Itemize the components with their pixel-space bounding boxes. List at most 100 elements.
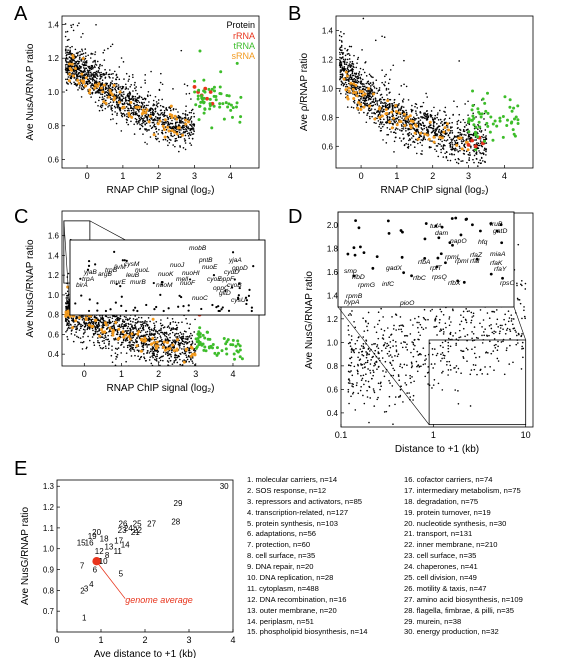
data-point bbox=[454, 158, 457, 161]
data-point bbox=[163, 114, 166, 117]
data-point bbox=[170, 127, 173, 130]
data-point bbox=[78, 60, 80, 63]
data-point bbox=[166, 339, 168, 341]
data-point bbox=[369, 74, 372, 77]
data-point bbox=[82, 317, 85, 320]
data-point bbox=[100, 106, 103, 109]
data-point bbox=[346, 106, 349, 108]
data-point bbox=[160, 319, 162, 321]
data-point bbox=[368, 104, 372, 108]
data-point bbox=[141, 125, 144, 128]
data-point bbox=[105, 338, 107, 341]
data-point bbox=[378, 87, 381, 89]
data-point bbox=[114, 86, 117, 88]
data-point bbox=[471, 114, 475, 118]
data-point bbox=[174, 342, 177, 345]
data-point bbox=[357, 72, 360, 75]
data-point bbox=[427, 115, 430, 118]
data-point bbox=[512, 132, 516, 136]
data-point bbox=[424, 138, 427, 141]
data-point bbox=[162, 340, 166, 344]
data-point bbox=[95, 321, 98, 324]
data-point bbox=[466, 161, 468, 164]
data-point bbox=[384, 347, 387, 350]
data-point bbox=[386, 345, 388, 348]
data-point bbox=[176, 128, 178, 131]
data-point bbox=[172, 327, 174, 329]
data-point bbox=[179, 343, 181, 345]
data-point bbox=[83, 323, 86, 325]
data-point bbox=[431, 118, 434, 121]
data-point bbox=[150, 362, 153, 365]
data-point bbox=[157, 137, 159, 140]
data-point bbox=[76, 60, 79, 62]
data-point bbox=[179, 136, 182, 138]
data-point bbox=[386, 104, 389, 107]
data-point bbox=[466, 142, 471, 147]
data-point bbox=[110, 354, 113, 357]
data-point bbox=[199, 342, 203, 346]
data-point bbox=[72, 317, 75, 320]
data-point bbox=[367, 82, 370, 85]
data-point bbox=[153, 326, 156, 329]
data-point bbox=[130, 326, 133, 328]
data-point bbox=[168, 339, 171, 342]
data-point bbox=[71, 45, 73, 48]
data-point bbox=[218, 105, 222, 109]
data-point bbox=[381, 35, 383, 38]
data-point bbox=[488, 130, 492, 134]
data-point bbox=[134, 315, 136, 317]
data-point bbox=[125, 360, 127, 363]
data-point bbox=[91, 82, 93, 85]
data-point bbox=[152, 350, 155, 353]
data-point bbox=[188, 133, 191, 136]
data-point bbox=[389, 116, 391, 119]
data-point bbox=[152, 99, 155, 102]
data-point bbox=[65, 292, 67, 295]
data-point bbox=[131, 73, 134, 76]
data-point bbox=[109, 101, 112, 103]
data-point bbox=[352, 96, 356, 100]
data-point bbox=[395, 118, 397, 120]
data-point bbox=[384, 342, 386, 344]
data-point bbox=[65, 297, 68, 299]
data-point bbox=[112, 83, 116, 87]
data-point bbox=[78, 56, 81, 59]
data-point bbox=[419, 141, 422, 144]
data-point bbox=[184, 122, 188, 126]
data-point bbox=[145, 108, 149, 112]
data-point bbox=[155, 128, 157, 130]
data-point bbox=[66, 63, 68, 66]
data-point bbox=[130, 350, 132, 352]
data-point bbox=[152, 333, 154, 336]
data-point bbox=[366, 81, 369, 83]
data-point bbox=[173, 341, 176, 343]
data-point bbox=[511, 128, 515, 132]
data-point bbox=[462, 152, 465, 155]
data-point bbox=[443, 122, 446, 125]
data-point bbox=[102, 51, 105, 54]
data-point bbox=[442, 328, 445, 330]
data-point bbox=[426, 130, 429, 133]
data-point bbox=[159, 335, 162, 338]
data-point bbox=[76, 321, 79, 323]
data-point bbox=[170, 134, 172, 137]
y-tick-label: 1.4 bbox=[322, 26, 334, 35]
data-point bbox=[125, 121, 128, 124]
data-point bbox=[140, 86, 142, 89]
data-point bbox=[444, 340, 447, 342]
data-point bbox=[415, 112, 417, 115]
data-point bbox=[358, 102, 362, 106]
data-point bbox=[452, 335, 454, 337]
data-point bbox=[144, 79, 146, 82]
data-point bbox=[175, 338, 179, 342]
data-point bbox=[144, 141, 146, 144]
data-point bbox=[137, 350, 140, 353]
data-point bbox=[437, 112, 439, 114]
data-point bbox=[91, 80, 94, 82]
data-point bbox=[174, 353, 177, 356]
data-point bbox=[419, 131, 423, 135]
data-point bbox=[179, 133, 182, 135]
data-point bbox=[450, 321, 452, 323]
data-point bbox=[82, 52, 85, 55]
